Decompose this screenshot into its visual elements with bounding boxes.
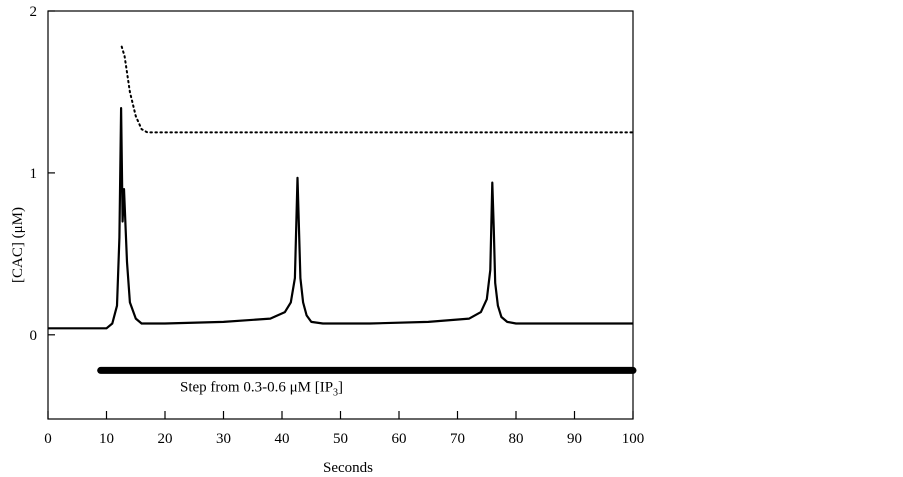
x-tick-label: 0 [44,431,52,447]
y-tick-label: 2 [30,4,38,20]
x-tick-label: 90 [567,431,582,447]
y-axis: 0 1 2 [30,4,55,344]
x-tick-label: 30 [216,431,231,447]
x-tick-label: 80 [509,431,524,447]
x-axis: 0 10 20 30 40 50 60 70 80 90 100 [44,411,644,447]
series-layer [48,45,634,330]
ip3-step-label: Step from 0.3-0.6 μM [IP3] [180,379,343,398]
ip3-step-label-subscript: 3 [333,387,338,398]
x-tick-label: 10 [99,431,114,447]
x-tick-label: 50 [333,431,348,447]
ip3-step-label-main: Step from 0.3-0.6 μM [IP [180,379,333,395]
y-tick-label: 0 [30,328,38,344]
annotation-layer: Step from 0.3-0.6 μM [IP3] [97,366,637,398]
x-tick-label: 40 [275,431,290,447]
x-tick-label: 100 [622,431,645,447]
x-tick-label: 60 [392,431,407,447]
plot-frame [47,10,634,420]
x-tick-label: 20 [158,431,173,447]
series-solid-line [48,107,633,330]
x-axis-title: Seconds [323,460,373,476]
series-dotted-line [120,45,634,134]
y-tick-label: 1 [30,166,38,182]
y-axis-title: [CAC] (μM) [10,207,26,283]
x-tick-label: 70 [450,431,465,447]
ip3-step-label-end: ] [338,379,343,395]
